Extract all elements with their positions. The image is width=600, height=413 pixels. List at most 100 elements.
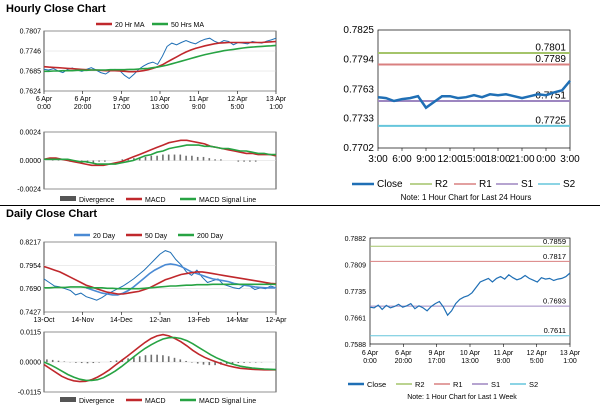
y-tick-label: 0.0000 [20,158,42,165]
legend-r2-label: R2 [415,380,425,389]
y-tick-label: 0.7807 [20,29,42,36]
y-tick-label: 0.7427 [20,310,42,317]
x-tick-label: 14-Mar [226,317,249,324]
hourly-section-title: Hourly Close Chart [6,3,106,15]
level-value-r1: 0.7789 [535,54,566,65]
plot-frame [369,237,571,345]
x-tick-label: 5:00 [231,104,245,111]
x-tick-label: 13:00 [151,104,169,111]
legend-50-day-label: 50 Day [145,233,168,240]
macd-signal-line [44,144,276,165]
series-line-20-day [85,263,276,296]
y-tick-label: 0.7624 [20,89,42,96]
close-line [377,79,571,110]
legend-s1-label: S1 [521,179,534,190]
series-line-close [43,37,277,80]
legend-macd-label: MACD [145,398,166,405]
level-value-s2: 0.7611 [544,326,566,335]
y-tick-label: 0.0115 [20,330,41,337]
x-tick-label: 9:00 [416,154,436,165]
legend-20-day-label: 20 Day [93,233,116,240]
x-tick-label: 6 Apr [395,350,412,357]
x-tick-label: 3:00 [368,154,388,165]
x-tick-label: 11 Apr [493,350,513,357]
x-tick-label: 0:00 [363,358,377,365]
x-tick-label: 17:00 [113,104,131,111]
hourly-macd-chart: 0.0024 0.0000 -0.0024 Divergence MACD MACD Si… [17,130,277,204]
y-tick-label: 0.7809 [345,262,367,269]
x-tick-label: 15:00 [461,154,486,165]
x-tick-label: 9 Apr [428,350,445,357]
daily-section-title: Daily Close Chart [6,208,98,220]
x-tick-label: 9:00 [497,358,511,365]
y-tick-label: 0.7735 [345,289,367,296]
chart-note: Note: 1 Hour Chart for Last 1 Week [407,394,517,401]
x-tick-label: 13 Apr [560,350,581,357]
x-tick-label: 12 Apr [527,350,548,357]
x-tick-label: 20:00 [395,358,413,365]
x-tick-label: 6:00 [392,154,412,165]
y-tick-label: -0.0115 [18,390,41,397]
x-tick-label: 12:00 [437,154,462,165]
series-line-close [43,250,277,301]
legend-20-hr-ma-label: 20 Hr MA [115,22,145,29]
y-tick-label: 0.7661 [345,316,367,323]
y-tick-label: 0.7733 [343,113,374,124]
x-tick-label: 6 Apr [74,96,91,103]
legend-divergence-label: Divergence [79,398,115,405]
close-line [369,272,571,317]
x-tick-label: 1:00 [269,104,283,111]
x-tick-label: 13-Oct [33,317,54,324]
y-tick-label: 0.8217 [20,240,42,247]
legend-divergence-swatch [60,397,76,402]
legend-s2-label: S2 [563,179,576,190]
legend-s2-label: S2 [529,380,538,389]
legend-macd-signal-line-label: MACD Signal Line [199,398,256,405]
x-tick-label: 12-Apr [265,317,287,324]
chart-note: Note: 1 Hour Chart for Last 24 Hours [401,193,532,202]
daily-macd-chart: 0.0115 0.0000 -0.0115 Divergence MACD MACD Si… [18,330,277,405]
level-value-r1: 0.7817 [543,252,566,261]
plot-frame [43,241,277,313]
series-line-50-hrs-ma [44,44,277,73]
x-tick-label: 1:00 [563,358,577,365]
x-tick-label: 12-Jan [149,317,171,324]
legend-50-hrs-ma-label: 50 Hrs MA [171,22,204,29]
level-value-r2: 0.7801 [535,43,566,54]
x-tick-label: 10 Apr [460,350,481,357]
section-divider [0,205,600,206]
level-value-r2: 0.7859 [543,237,566,246]
legend-macd-signal-line-label: MACD Signal Line [199,197,256,204]
legend-r2-label: R2 [435,179,448,190]
x-tick-label: 21:00 [509,154,534,165]
level-value-s1: 0.7751 [535,90,566,101]
x-tick-label: 13-Feb [188,317,210,324]
x-tick-label: 13:00 [461,358,479,365]
legend-close-label: Close [367,380,386,389]
x-tick-label: 0:00 [536,154,556,165]
x-tick-label: 6 Apr [36,96,53,103]
y-tick-label: 0.7794 [343,55,374,66]
legend-s1-label: S1 [491,380,500,389]
series-line-200-day [44,283,276,290]
level-value-s1: 0.7693 [543,297,566,306]
y-tick-label: 0.0024 [20,130,42,137]
x-tick-label: 9:00 [192,104,206,111]
legend-macd-label: MACD [145,197,166,204]
y-tick-label: 0.7882 [345,236,367,243]
macd-signal-line [43,336,277,382]
y-tick-label: -0.0024 [17,187,41,194]
y-tick-label: 0.7702 [343,143,374,154]
legend-divergence-swatch [60,196,76,201]
legend-r1-label: R1 [453,380,463,389]
y-tick-label: 0.7825 [343,25,374,36]
x-tick-label: 3:00 [560,154,580,165]
macd-line [43,333,276,383]
y-tick-label: 0.7690 [20,286,42,293]
x-tick-label: 11 Apr [189,96,209,103]
x-tick-label: 0:00 [37,104,51,111]
